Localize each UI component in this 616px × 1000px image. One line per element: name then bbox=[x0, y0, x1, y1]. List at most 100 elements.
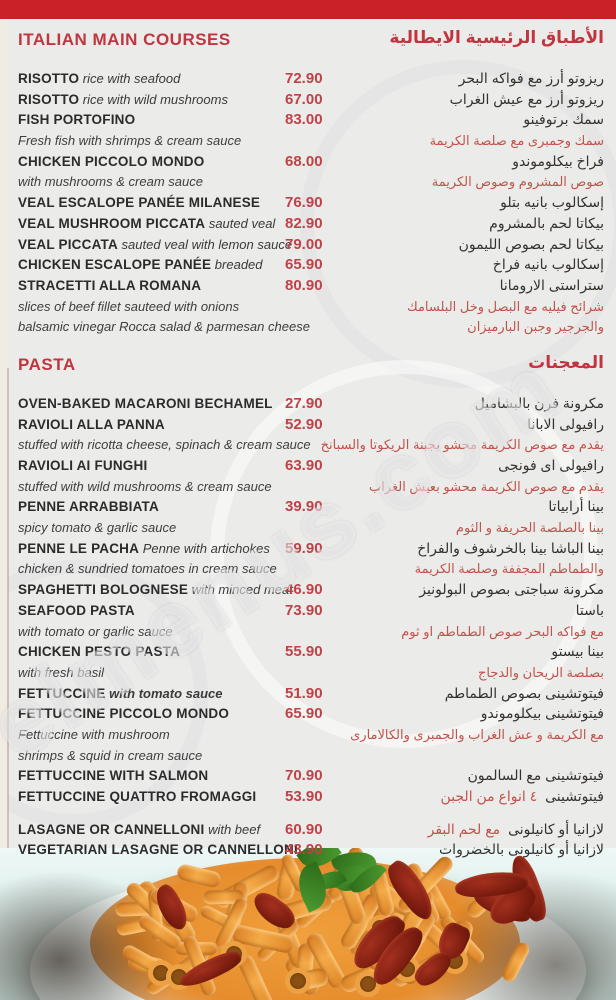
menu-item-row: RAVIOLI AI FUNGHI 63.90 رافيولى اى فونجى bbox=[18, 457, 604, 478]
section-title-en: PASTA bbox=[18, 354, 76, 374]
item-name-ar-text: بيكاتا لحم بالمشروم bbox=[489, 214, 604, 231]
penne-tube-end bbox=[285, 967, 312, 994]
item-price: 43.90 bbox=[285, 841, 323, 859]
item-name-ar: إسكالوب بانيه بتلو bbox=[500, 194, 604, 211]
item-price: 60.90 bbox=[285, 820, 323, 838]
item-name-en: SPAGHETTI BOLOGNESE bbox=[18, 582, 189, 598]
item-name-en: VEAL ESCALOPE PANÉE MILANESE bbox=[18, 195, 261, 211]
item-desc-ar: بصلصة الريحان والدجاج bbox=[478, 664, 604, 680]
menu-item-subrow: with fresh basil بصلصة الريحان والدجاج bbox=[18, 664, 604, 685]
menu-item-row: FETTUCCINE QUATTRO FROMAGGI 53.90 فيتوتشين… bbox=[18, 788, 604, 809]
item-name-ar-text: فيتوتشينى bbox=[545, 788, 604, 804]
item-name-ar: باستا bbox=[576, 602, 604, 619]
item-name-en: VEAL PICCATA bbox=[18, 236, 118, 252]
menu-item-subrow: shrimps & squid in cream sauce bbox=[18, 747, 604, 768]
menu-item-row: LASAGNE OR CANNELLONI with beef 60.90 لازا… bbox=[18, 821, 604, 842]
top-red-bar bbox=[0, 0, 616, 19]
item-price: 68.00 bbox=[285, 152, 323, 170]
menu-item-row: FETTUCCINE with tomato sauce 51.90 فيتوتشي… bbox=[18, 685, 604, 706]
item-price: 39.90 bbox=[285, 498, 323, 516]
item-name-ar: فيتوتشينى بصوص الطماطم bbox=[445, 685, 604, 702]
item-name-ar-text: فيتوتشينى مع السالمون bbox=[467, 767, 604, 784]
item-name-group: FETTUCCINE WITH SALMON bbox=[18, 767, 208, 784]
menu-item-subrow: stuffed with wild mushrooms & cream sauc… bbox=[18, 478, 604, 499]
item-name-group: SEAFOOD PASTA bbox=[18, 602, 135, 619]
item-desc-en: chicken & sundried tomatoes in cream sau… bbox=[18, 561, 277, 577]
item-desc-en: stuffed with wild mushrooms & cream sauc… bbox=[18, 478, 272, 494]
item-desc-en: balsamic vinegar Rocca salad & parmesan … bbox=[18, 319, 310, 335]
food-photo bbox=[0, 848, 616, 1000]
item-desc-ar: يقدم مع صوص الكريمة محشو بجبنة الريكوتا … bbox=[320, 437, 604, 453]
item-name-ar-text: إسكالوب بانيه فراخ bbox=[492, 256, 604, 273]
item-name-group: RISOTTO rice with seafood bbox=[18, 70, 180, 87]
item-desc-en: spicy tomato & garlic sauce bbox=[18, 520, 177, 536]
item-name-group: CHICKEN PESTO PASTA bbox=[18, 643, 180, 660]
item-name-ar-text: بيكاتا لحم بصوص الليمون bbox=[458, 235, 604, 252]
item-price: 65.90 bbox=[285, 705, 323, 723]
item-name-ar-text: مكرونة سباجتى بصوص البولونيز bbox=[419, 581, 604, 598]
menu-item-row: SEAFOOD PASTA 73.90 باستا bbox=[18, 602, 604, 623]
item-name-ar: فيتوتشينى بيكلوموندو bbox=[481, 705, 604, 722]
menu-item-row: RISOTTO rice with seafood 72.90 ريزوتو أرز… bbox=[18, 70, 604, 91]
item-name-group: SPAGHETTI BOLOGNESE with minced meat bbox=[18, 581, 293, 598]
item-desc-ar: والطماطم المجففة وصلصة الكريمة bbox=[414, 561, 604, 577]
menu-item-row: VEGETARIAN LASAGNE OR CANNELLONI 43.90 لاز… bbox=[18, 841, 604, 862]
menu-item-row: SPAGHETTI BOLOGNESE with minced meat 46.9… bbox=[18, 581, 604, 602]
item-note-en: sauted veal bbox=[205, 215, 276, 231]
item-name-ar-text: فيتوتشينى بيكلوموندو bbox=[480, 705, 604, 722]
item-name-en: RAVIOLI ALLA PANNA bbox=[18, 416, 165, 432]
menu-item-subrow: Fresh fish with shrimps & cream sauce سمك… bbox=[18, 132, 604, 153]
item-name-ar: بينا أرابياتا bbox=[548, 498, 604, 515]
item-name-en: PENNE LE PACHA bbox=[18, 540, 140, 556]
item-price: 73.90 bbox=[285, 601, 323, 619]
item-price: 27.90 bbox=[285, 394, 323, 412]
menu-item-row: CHICKEN ESCALOPE PANÉE breaded 65.90 إسكال… bbox=[18, 256, 604, 277]
item-desc-ar: شرائح فيليه مع البصل وخل البلسامك bbox=[406, 298, 604, 314]
menu-item-row: PENNE LE PACHA Penne with artichokes 59.9… bbox=[18, 540, 604, 561]
item-name-ar-text: إسكالوب بانيه بتلو bbox=[500, 194, 604, 211]
item-name-en: FETTUCCINE PICCOLO MONDO bbox=[18, 706, 230, 722]
item-name-ar-text: ريزوتو أرز مع فواكه البحر bbox=[458, 70, 604, 86]
item-name-group: FETTUCCINE PICCOLO MONDO bbox=[18, 705, 229, 722]
item-name-en: RISOTTO bbox=[18, 71, 80, 86]
item-name-ar-text: لازانيا أو كانيلونى bbox=[508, 820, 604, 837]
item-name-en: SEAFOOD PASTA bbox=[18, 602, 135, 618]
item-name-group: VEAL MUSHROOM PICCATA sauted veal bbox=[18, 215, 275, 232]
item-price: 53.90 bbox=[285, 788, 323, 805]
item-name-group: CHICKEN PICCOLO MONDO bbox=[18, 153, 204, 170]
menu-item-row: CHICKEN PESTO PASTA 55.90 بينا بيستو bbox=[18, 643, 604, 664]
left-margin-strip bbox=[0, 19, 8, 848]
item-name-group: PENNE ARRABBIATA bbox=[18, 498, 159, 515]
item-name-en: PENNE ARRABBIATA bbox=[18, 499, 159, 515]
menu-item-row: VEAL ESCALOPE PANÉE MILANESE 76.90 إسكالوب… bbox=[18, 194, 604, 215]
item-name-en: STRACETTI ALLA ROMANA bbox=[18, 277, 202, 293]
item-desc-ar: صوص المشروم وصوص الكريمة bbox=[431, 174, 604, 190]
section-header: PASTA المعجنات bbox=[18, 353, 604, 379]
menu-item-row: VEAL PICCATA sauted veal with lemon sauc… bbox=[18, 236, 604, 257]
item-price: 83.00 bbox=[285, 111, 323, 129]
menu-item-subrow: balsamic vinegar Rocca salad & parmesan … bbox=[18, 318, 604, 339]
item-name-en: FETTUCCINE QUATTRO FROMAGGI bbox=[18, 789, 257, 804]
menu-item-subrow: with mushrooms & cream sauce صوص المشروم … bbox=[18, 173, 604, 194]
item-name-en: FISH PORTOFINO bbox=[18, 112, 136, 128]
menu-item-row: OVEN-BAKED MACARONI BECHAMEL 27.90 مكرونة … bbox=[18, 395, 604, 416]
item-desc-en: slices of beef fillet sauteed with onion… bbox=[18, 298, 240, 314]
item-name-ar: إسكالوب بانيه فراخ bbox=[493, 256, 604, 273]
menu-item-row: STRACETTI ALLA ROMANA 80.90 ستراستى الاروم… bbox=[18, 277, 604, 298]
section-header: ITALIAN MAIN COURSES الأطباق الرئيسية الا… bbox=[18, 28, 604, 54]
item-name-ar-text: بينا أرابياتا bbox=[548, 498, 604, 515]
item-name-en: VEAL MUSHROOM PICCATA bbox=[18, 215, 206, 231]
item-name-group: VEAL ESCALOPE PANÉE MILANESE bbox=[18, 194, 260, 211]
item-name-group: FISH PORTOFINO bbox=[18, 111, 135, 128]
item-note-en: with tomato sauce bbox=[105, 685, 223, 701]
item-desc-en: Fresh fish with shrimps & cream sauce bbox=[18, 133, 242, 149]
item-desc-ar: يقدم مع صوص الكريمة محشو بعيش الغراب bbox=[368, 478, 604, 494]
item-price: 63.90 bbox=[285, 457, 323, 474]
item-name-ar: سمك برتوفينو bbox=[523, 111, 604, 128]
item-note-en: rice with wild mushrooms bbox=[79, 91, 228, 107]
item-name-ar-text: مكرونة فرن بالبشاميل bbox=[474, 394, 604, 411]
item-note-en: breaded bbox=[211, 257, 263, 273]
item-name-en: LASAGNE OR CANNELLONI bbox=[18, 821, 205, 837]
item-name-group: VEGETARIAN LASAGNE OR CANNELLONI bbox=[18, 841, 298, 858]
item-name-ar-text: فراخ بيكلوموندو bbox=[512, 152, 604, 169]
